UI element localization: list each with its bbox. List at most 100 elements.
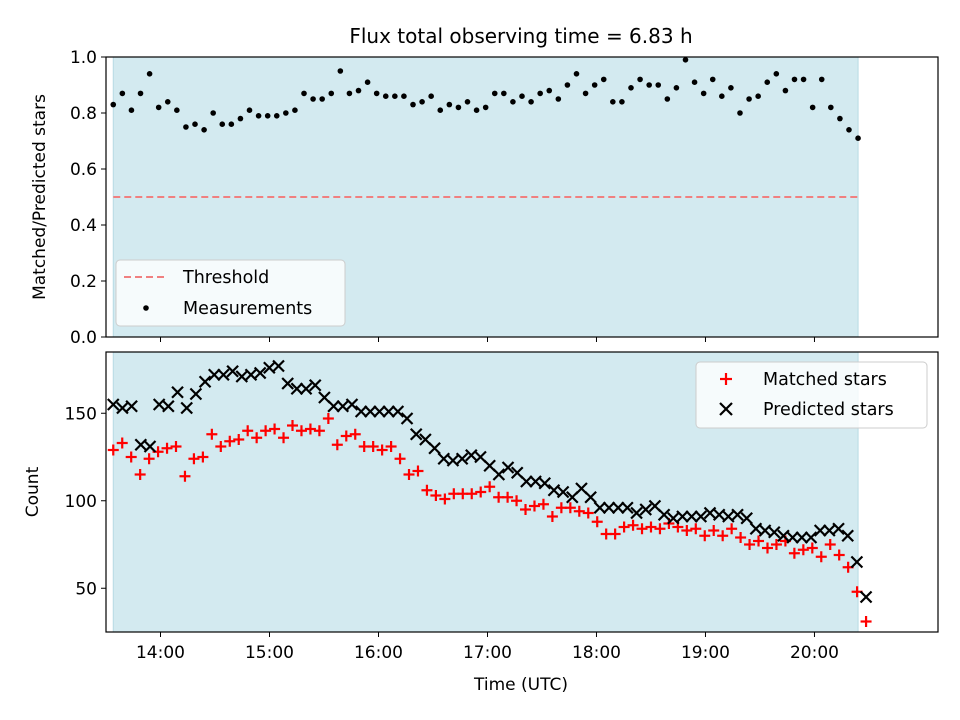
matched-star-point xyxy=(753,535,765,547)
bottom-legend-box xyxy=(695,361,928,429)
legend-matched-label: Matched stars xyxy=(763,370,887,390)
predicted-star-point xyxy=(492,468,506,481)
measurement-point xyxy=(410,101,416,108)
measurement-point xyxy=(155,104,162,111)
matched-star-point xyxy=(537,498,549,510)
matched-star-point xyxy=(511,495,523,507)
measurement-point xyxy=(264,113,271,119)
measurement-point xyxy=(146,71,153,77)
bottom-y-axis-label: Count xyxy=(23,466,43,517)
matched-star-point xyxy=(430,490,442,501)
top-legend-box xyxy=(115,259,346,327)
matched-star-point xyxy=(833,549,845,561)
measurement-point xyxy=(837,115,843,122)
predicted-star-point xyxy=(125,399,138,413)
predicted-star-point xyxy=(841,529,854,543)
measurement-point xyxy=(564,82,571,88)
matched-star-point xyxy=(278,432,290,444)
predicted-star-point xyxy=(630,506,643,520)
predicted-star-point xyxy=(538,476,552,490)
x-tick-label: 17:00 xyxy=(463,643,512,663)
predicted-star-point xyxy=(501,461,515,474)
matched-star-point xyxy=(761,542,773,554)
measurement-point xyxy=(510,99,516,105)
predicted-star-point xyxy=(694,510,708,523)
predicted-star-point xyxy=(364,405,377,418)
matched-star-point xyxy=(609,528,621,540)
measurement-point xyxy=(546,87,553,94)
top-x-ticks xyxy=(159,337,815,342)
measurement-point xyxy=(818,76,825,83)
measurement-point xyxy=(600,76,607,83)
matched-star-point xyxy=(735,532,747,543)
measurement-point xyxy=(437,107,444,113)
predicted-star-point xyxy=(308,378,322,392)
predicted-star-point xyxy=(611,501,625,515)
matched-star-point xyxy=(340,430,352,442)
measurement-point xyxy=(446,101,453,108)
measurement-point xyxy=(164,99,171,105)
measurement-point xyxy=(673,85,680,91)
predicted-star-point xyxy=(226,364,239,378)
matched-star-point xyxy=(528,500,540,512)
measurement-point xyxy=(682,57,689,63)
measurement-point xyxy=(455,104,462,111)
bottom-panel-marks xyxy=(106,359,873,627)
matched-star-point xyxy=(824,539,836,550)
measurement-point xyxy=(655,82,662,88)
matched-star-point xyxy=(573,505,585,517)
predicted-star-point xyxy=(345,398,359,411)
measurement-point xyxy=(746,96,752,102)
predicted-star-point xyxy=(272,359,285,373)
measurement-point xyxy=(846,127,852,133)
matched-star-point xyxy=(797,544,809,556)
measurement-point xyxy=(782,87,789,94)
predicted-star-point xyxy=(198,375,212,389)
measurement-point xyxy=(800,76,807,83)
top-panel: 0.0 0.2 0.4 0.6 0.8 1.0 Matched/Predicted sta… xyxy=(30,48,939,348)
predicted-star-point xyxy=(813,524,827,537)
top-y-tick-label: 0.4 xyxy=(70,216,97,236)
measurement-point xyxy=(809,104,816,111)
predicted-star-point xyxy=(207,368,221,382)
measurement-point xyxy=(237,115,244,122)
measurement-point xyxy=(419,99,425,105)
measurement-point xyxy=(192,121,198,127)
measurement-point xyxy=(174,107,180,113)
measurement-point xyxy=(737,110,743,116)
measurement-point xyxy=(855,135,861,141)
measurement-point xyxy=(319,96,325,102)
predicted-star-point xyxy=(171,385,184,399)
predicted-star-point xyxy=(520,475,533,488)
measurement-point xyxy=(428,93,434,99)
matched-star-point xyxy=(322,413,334,424)
bottom-axes-frame xyxy=(105,351,939,633)
predicted-star-point xyxy=(290,382,304,396)
top-y-tick-label: 0.2 xyxy=(70,272,97,292)
matched-star-point xyxy=(107,444,119,456)
matched-star-point xyxy=(690,523,702,535)
measurement-point xyxy=(482,104,489,111)
measurement-point xyxy=(582,90,589,97)
bottom-panel: 50 100 150 14:00 15:00 16:00 17:00 18:00 19:00 2… xyxy=(23,351,939,695)
matched-star-point xyxy=(475,486,487,498)
measurement-point xyxy=(346,90,353,97)
measurement-point xyxy=(646,82,652,88)
predicted-star-point xyxy=(327,399,340,413)
top-axes-frame xyxy=(105,56,939,338)
matched-star-point xyxy=(188,453,200,465)
matched-star-point xyxy=(546,511,558,522)
matched-star-point xyxy=(394,453,406,465)
matched-star-point xyxy=(726,523,738,535)
measurement-point xyxy=(201,127,207,133)
matched-star-point xyxy=(269,423,281,435)
matched-star-point xyxy=(770,539,782,550)
matched-star-point xyxy=(582,507,594,519)
predicted-star-point xyxy=(382,405,395,418)
matched-star-point xyxy=(224,435,236,447)
matched-star-point xyxy=(815,551,827,563)
measurement-point xyxy=(283,110,289,116)
measurement-point xyxy=(628,85,634,91)
measurement-point xyxy=(755,93,761,99)
predicted-star-point xyxy=(593,501,607,515)
